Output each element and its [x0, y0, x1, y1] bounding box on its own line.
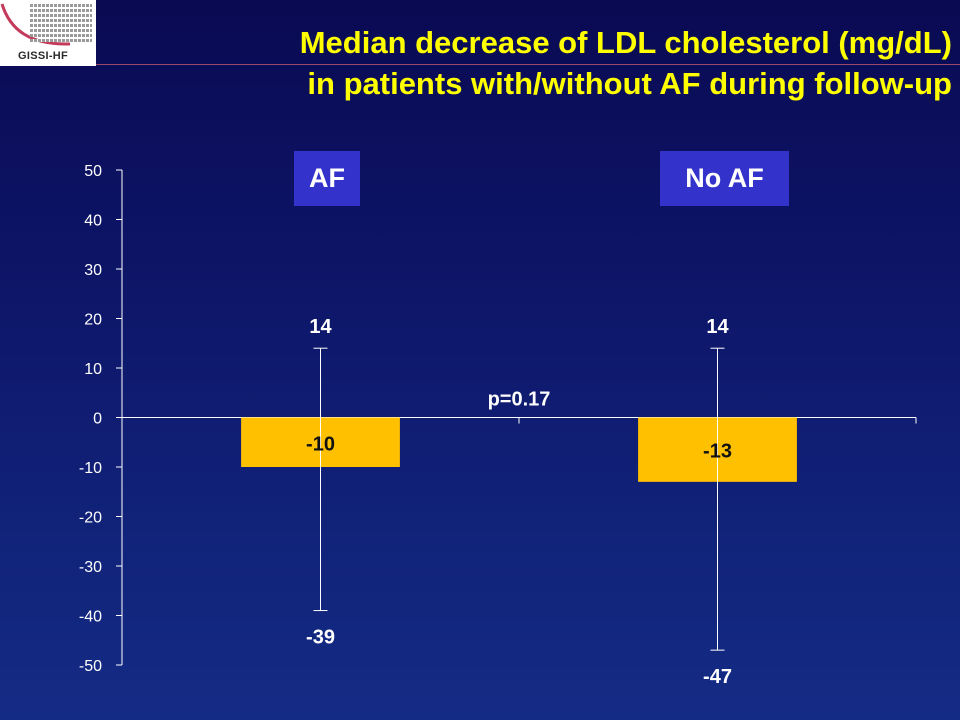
y-tick-label: -30 — [79, 559, 102, 576]
error-bars — [313, 347, 725, 651]
bar-value-label: -13 — [703, 441, 732, 463]
y-tick-label: 30 — [84, 262, 102, 279]
error-lower-label: -39 — [306, 627, 335, 649]
data-labels: -10 14 -39 -13 14 -47 — [306, 316, 732, 688]
logo-text-lines — [30, 4, 92, 44]
y-tick-label: 10 — [84, 361, 102, 378]
error-upper-label: 14 — [706, 316, 729, 338]
y-tick-label: 20 — [84, 312, 102, 329]
y-tick-label: 0 — [93, 411, 102, 428]
y-tick-label: -40 — [79, 609, 102, 626]
logo-wordmark: GISSI-HF — [18, 50, 69, 62]
y-tick-label: 40 — [84, 213, 102, 230]
bar-value-label: -10 — [306, 433, 335, 455]
y-tick-label: -50 — [79, 658, 102, 675]
p-value-annotation: p=0.17 — [488, 389, 551, 411]
error-upper-label: 14 — [309, 316, 332, 338]
error-lower-label: -47 — [703, 666, 732, 688]
group-label-no-af: No AF — [660, 151, 789, 206]
logo-swoosh-icon — [0, 3, 71, 46]
y-tick-label: -20 — [79, 510, 102, 527]
slide-title-line-2: in patients with/without AF during follo… — [307, 66, 952, 101]
y-tick-label: -10 — [79, 460, 102, 477]
header-divider — [96, 64, 960, 65]
group-label-af: AF — [294, 151, 360, 206]
slide-title: Median decrease of LDL cholesterol (mg/d… — [100, 22, 952, 104]
slide-title-line-1: Median decrease of LDL cholesterol (mg/d… — [299, 25, 952, 60]
y-tick-label: 50 — [84, 163, 102, 180]
gissi-hf-logo: GISSI-HF — [0, 0, 96, 66]
